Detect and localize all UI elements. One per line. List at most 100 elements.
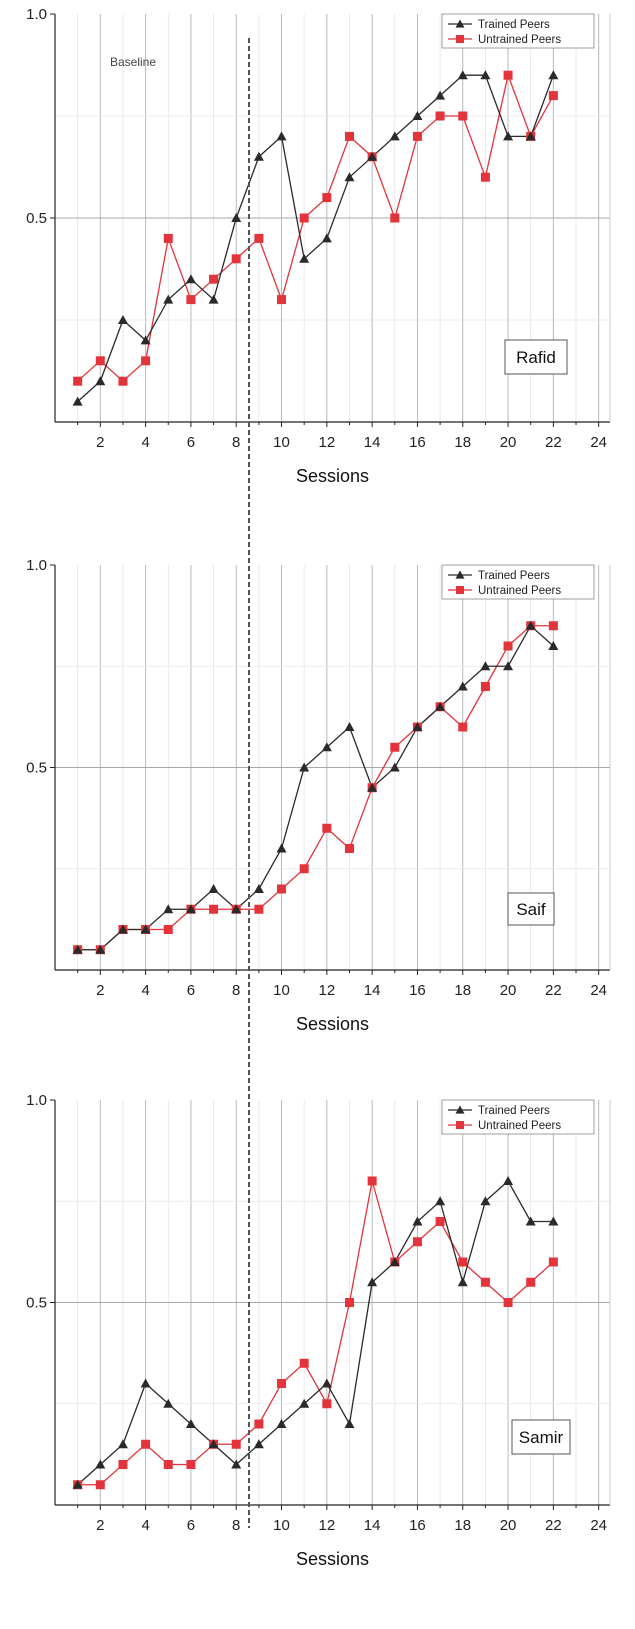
- data-point-untrained-peers: [73, 376, 83, 386]
- data-point-trained-peers: [231, 1459, 242, 1469]
- series-line-untrained-peers: [77, 625, 554, 951]
- legend-marker-triangle: [455, 570, 465, 579]
- y-tick-label: 1.0: [26, 6, 47, 23]
- data-point-trained-peers: [344, 722, 355, 731]
- data-point-untrained-peers: [503, 70, 513, 80]
- data-point-trained-peers: [72, 944, 83, 954]
- data-point-untrained-peers: [548, 621, 558, 631]
- data-point-untrained-peers: [141, 1439, 151, 1449]
- data-point-trained-peers: [72, 396, 83, 406]
- data-point-untrained-peers: [412, 131, 422, 141]
- data-point-trained-peers: [435, 1196, 446, 1206]
- data-point-trained-peers: [435, 701, 446, 711]
- x-tick-label: 12: [318, 982, 335, 999]
- data-point-untrained-peers: [435, 1217, 445, 1226]
- data-point-trained-peers: [412, 1216, 423, 1226]
- series-line-untrained-peers: [77, 1180, 554, 1486]
- series-line-untrained-peers: [77, 72, 554, 383]
- x-tick-label: 16: [409, 1517, 426, 1534]
- data-point-trained-peers: [95, 376, 106, 386]
- data-point-trained-peers: [208, 884, 219, 893]
- data-point-trained-peers: [231, 213, 242, 222]
- data-point-untrained-peers: [526, 1277, 536, 1287]
- data-point-trained-peers: [208, 1439, 219, 1449]
- data-point-trained-peers: [299, 253, 310, 263]
- data-point-untrained-peers: [548, 91, 558, 101]
- data-point-untrained-peers: [322, 193, 332, 203]
- data-point-untrained-peers: [186, 295, 196, 305]
- data-point-untrained-peers: [548, 1257, 558, 1267]
- data-point-untrained-peers: [277, 1379, 287, 1388]
- x-tick-label: 8: [232, 982, 240, 999]
- x-tick-label: 20: [500, 982, 517, 999]
- data-point-trained-peers: [344, 172, 355, 182]
- x-tick-label: 22: [545, 1517, 562, 1534]
- data-point-untrained-peers: [480, 172, 490, 182]
- legend-box: [441, 564, 595, 600]
- data-point-untrained-peers: [503, 1298, 513, 1307]
- data-point-trained-peers: [503, 1176, 514, 1185]
- data-point-untrained-peers: [186, 1460, 196, 1469]
- data-point-trained-peers: [140, 1378, 151, 1388]
- data-point-trained-peers: [367, 151, 378, 161]
- data-point-untrained-peers: [163, 1460, 173, 1469]
- data-point-untrained-peers: [118, 1460, 128, 1469]
- data-point-trained-peers: [321, 1378, 332, 1388]
- data-point-trained-peers: [457, 70, 468, 80]
- x-tick-label: 4: [141, 434, 149, 451]
- chart-panel-saif: 0.51.02 4 6 8 10 12 14 16 18 20 22 24SessionsTraine…: [26, 557, 611, 1034]
- data-point-untrained-peers: [141, 356, 151, 366]
- y-tick-label: 1.0: [26, 557, 47, 574]
- data-point-trained-peers: [367, 1277, 378, 1287]
- data-point-untrained-peers: [344, 1298, 354, 1307]
- x-tick-label: 2: [96, 982, 104, 999]
- data-point-trained-peers: [548, 641, 559, 650]
- data-point-trained-peers: [117, 924, 128, 934]
- x-tick-label: 16: [409, 434, 426, 451]
- data-point-untrained-peers: [322, 1399, 332, 1409]
- data-point-trained-peers: [525, 620, 536, 630]
- data-point-trained-peers: [525, 1216, 536, 1226]
- data-point-trained-peers: [117, 1439, 128, 1449]
- data-point-untrained-peers: [480, 1277, 490, 1287]
- data-point-trained-peers: [344, 1419, 355, 1428]
- legend-marker-square: [456, 35, 464, 43]
- data-point-trained-peers: [140, 924, 151, 934]
- x-tick-label: 4: [141, 982, 149, 999]
- x-tick-label: 18: [454, 434, 471, 451]
- legend-marker-triangle: [455, 1105, 465, 1114]
- data-point-trained-peers: [321, 233, 332, 243]
- data-point-untrained-peers: [458, 111, 468, 121]
- x-tick-label: 24: [590, 1517, 607, 1534]
- data-point-trained-peers: [503, 131, 514, 141]
- x-tick-label: 18: [454, 1517, 471, 1534]
- data-point-trained-peers: [548, 1216, 559, 1226]
- legend-box: [441, 1099, 595, 1135]
- x-tick-label: 14: [364, 434, 381, 451]
- data-point-trained-peers: [163, 1398, 174, 1408]
- data-point-trained-peers: [276, 131, 287, 141]
- data-point-trained-peers: [503, 661, 514, 671]
- legend-label: Untrained Peers: [478, 34, 561, 46]
- x-tick-label: 22: [545, 982, 562, 999]
- data-point-untrained-peers: [344, 844, 354, 853]
- data-point-trained-peers: [185, 1419, 196, 1428]
- x-tick-label: 14: [364, 1517, 381, 1534]
- data-point-untrained-peers: [277, 295, 287, 305]
- data-point-untrained-peers: [412, 1237, 422, 1247]
- series-line-trained-peers: [77, 74, 554, 403]
- y-tick-label: 1.0: [26, 1092, 47, 1109]
- x-tick-label: 10: [273, 982, 290, 999]
- legend-label: Trained Peers: [478, 570, 550, 582]
- data-point-untrained-peers: [163, 233, 173, 243]
- data-point-trained-peers: [72, 1479, 83, 1489]
- participant-label-box: [507, 892, 555, 926]
- x-axis-label: Sessions: [296, 1549, 369, 1569]
- data-point-trained-peers: [253, 1439, 264, 1449]
- data-point-untrained-peers: [435, 111, 445, 121]
- data-point-trained-peers: [389, 762, 400, 772]
- legend-label: Untrained Peers: [478, 1120, 561, 1132]
- x-tick-label: 14: [364, 982, 381, 999]
- data-point-untrained-peers: [299, 213, 309, 223]
